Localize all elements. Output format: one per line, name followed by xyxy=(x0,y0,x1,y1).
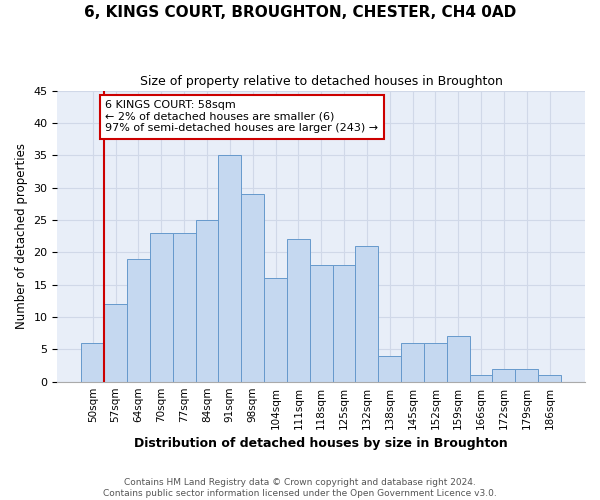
Bar xyxy=(424,343,447,382)
Bar xyxy=(82,343,104,382)
Bar xyxy=(104,304,127,382)
Bar xyxy=(264,278,287,382)
Y-axis label: Number of detached properties: Number of detached properties xyxy=(15,143,28,329)
Text: 6, KINGS COURT, BROUGHTON, CHESTER, CH4 0AD: 6, KINGS COURT, BROUGHTON, CHESTER, CH4 … xyxy=(84,5,516,20)
Bar xyxy=(493,368,515,382)
Bar xyxy=(127,259,150,382)
Text: 6 KINGS COURT: 58sqm
← 2% of detached houses are smaller (6)
97% of semi-detache: 6 KINGS COURT: 58sqm ← 2% of detached ho… xyxy=(106,100,379,134)
Bar xyxy=(355,246,379,382)
Bar xyxy=(379,356,401,382)
Bar xyxy=(470,375,493,382)
X-axis label: Distribution of detached houses by size in Broughton: Distribution of detached houses by size … xyxy=(134,437,508,450)
Title: Size of property relative to detached houses in Broughton: Size of property relative to detached ho… xyxy=(140,75,503,88)
Bar xyxy=(447,336,470,382)
Bar xyxy=(332,265,355,382)
Bar xyxy=(287,240,310,382)
Text: Contains HM Land Registry data © Crown copyright and database right 2024.
Contai: Contains HM Land Registry data © Crown c… xyxy=(103,478,497,498)
Bar xyxy=(515,368,538,382)
Bar xyxy=(241,194,264,382)
Bar xyxy=(218,155,241,382)
Bar xyxy=(150,233,173,382)
Bar xyxy=(538,375,561,382)
Bar xyxy=(310,265,332,382)
Bar xyxy=(196,220,218,382)
Bar xyxy=(401,343,424,382)
Bar xyxy=(173,233,196,382)
